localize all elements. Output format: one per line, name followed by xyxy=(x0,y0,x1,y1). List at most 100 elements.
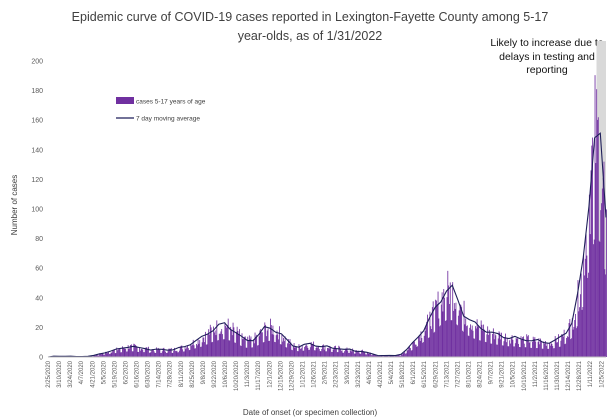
bar xyxy=(278,339,280,357)
x-tick-label: 8/11/2020 xyxy=(179,360,185,387)
bar xyxy=(486,334,488,357)
bar xyxy=(378,355,380,357)
bar xyxy=(372,353,374,357)
bar xyxy=(352,348,354,357)
x-tick-label: 8/10/2021 xyxy=(467,360,473,387)
bar xyxy=(186,347,188,357)
bar xyxy=(221,329,223,357)
bar xyxy=(272,325,274,357)
bar xyxy=(312,343,314,357)
bar xyxy=(279,344,281,357)
bar xyxy=(209,334,210,357)
bar xyxy=(97,355,99,357)
bar xyxy=(215,335,217,357)
bar xyxy=(177,352,179,357)
bar xyxy=(104,351,106,357)
bar xyxy=(516,338,518,357)
x-tick-label: 10/6/2020 xyxy=(223,360,229,387)
bar xyxy=(172,352,174,357)
bar xyxy=(231,335,233,357)
bar xyxy=(447,270,449,357)
bar xyxy=(368,353,370,357)
bar xyxy=(141,348,143,357)
bar xyxy=(269,340,271,357)
bar xyxy=(508,346,510,357)
bar xyxy=(407,350,409,357)
bar xyxy=(586,255,588,357)
x-tick-label: 1/26/2021 xyxy=(312,360,318,387)
bar xyxy=(327,347,329,357)
y-tick-label: 200 xyxy=(31,59,43,66)
bar xyxy=(113,349,115,357)
bar xyxy=(104,354,105,357)
bar xyxy=(513,346,515,357)
bar xyxy=(472,330,474,357)
bar xyxy=(127,345,129,357)
bar xyxy=(522,337,524,357)
bar xyxy=(341,350,343,357)
bar xyxy=(583,254,585,357)
bar xyxy=(439,326,441,357)
bar xyxy=(209,324,211,357)
bar xyxy=(588,194,590,357)
bar xyxy=(318,349,320,357)
bar xyxy=(260,329,262,357)
bar xyxy=(361,349,363,357)
bar xyxy=(297,351,299,357)
bar xyxy=(386,355,388,357)
bar xyxy=(418,335,420,357)
bar xyxy=(283,337,284,357)
bar xyxy=(107,352,109,357)
bar xyxy=(165,352,167,357)
bar xyxy=(506,338,508,357)
bar xyxy=(252,347,254,357)
bar xyxy=(261,332,263,357)
bar xyxy=(183,351,184,357)
bar xyxy=(110,352,112,357)
bar xyxy=(198,343,200,357)
bar xyxy=(298,344,300,357)
bar xyxy=(510,338,512,357)
bar xyxy=(489,333,491,357)
bar xyxy=(174,350,176,357)
bar xyxy=(143,352,145,357)
bar xyxy=(451,320,453,357)
y-axis-title: Number of cases xyxy=(10,175,19,235)
bar xyxy=(519,347,521,357)
bar xyxy=(195,348,197,357)
bar xyxy=(536,348,538,357)
bar xyxy=(396,354,398,357)
bar xyxy=(540,338,541,357)
bar xyxy=(257,345,258,357)
bar xyxy=(262,342,264,357)
bar xyxy=(115,353,117,357)
bar xyxy=(359,353,361,357)
bar xyxy=(293,343,295,357)
bar xyxy=(592,244,594,357)
bar xyxy=(253,343,255,357)
bar xyxy=(282,341,284,357)
bar xyxy=(556,342,558,357)
bar xyxy=(597,117,599,357)
bar xyxy=(491,343,493,357)
bar xyxy=(485,342,487,357)
bar xyxy=(320,351,322,357)
bar xyxy=(505,342,507,357)
bar xyxy=(434,331,436,357)
bar xyxy=(584,275,585,357)
bar xyxy=(142,349,144,357)
x-tick-label: 3/23/2021 xyxy=(356,360,362,387)
bar xyxy=(310,341,312,357)
bar xyxy=(593,239,595,357)
bar xyxy=(601,203,602,357)
bar xyxy=(406,350,408,357)
bar xyxy=(242,339,244,357)
bar xyxy=(261,332,262,357)
bar xyxy=(173,350,175,357)
bar xyxy=(149,352,151,357)
bar xyxy=(182,349,184,357)
x-tick-label: 12/14/2021 xyxy=(566,360,572,391)
bar xyxy=(316,346,318,357)
bar xyxy=(525,347,527,357)
bar xyxy=(530,347,532,357)
